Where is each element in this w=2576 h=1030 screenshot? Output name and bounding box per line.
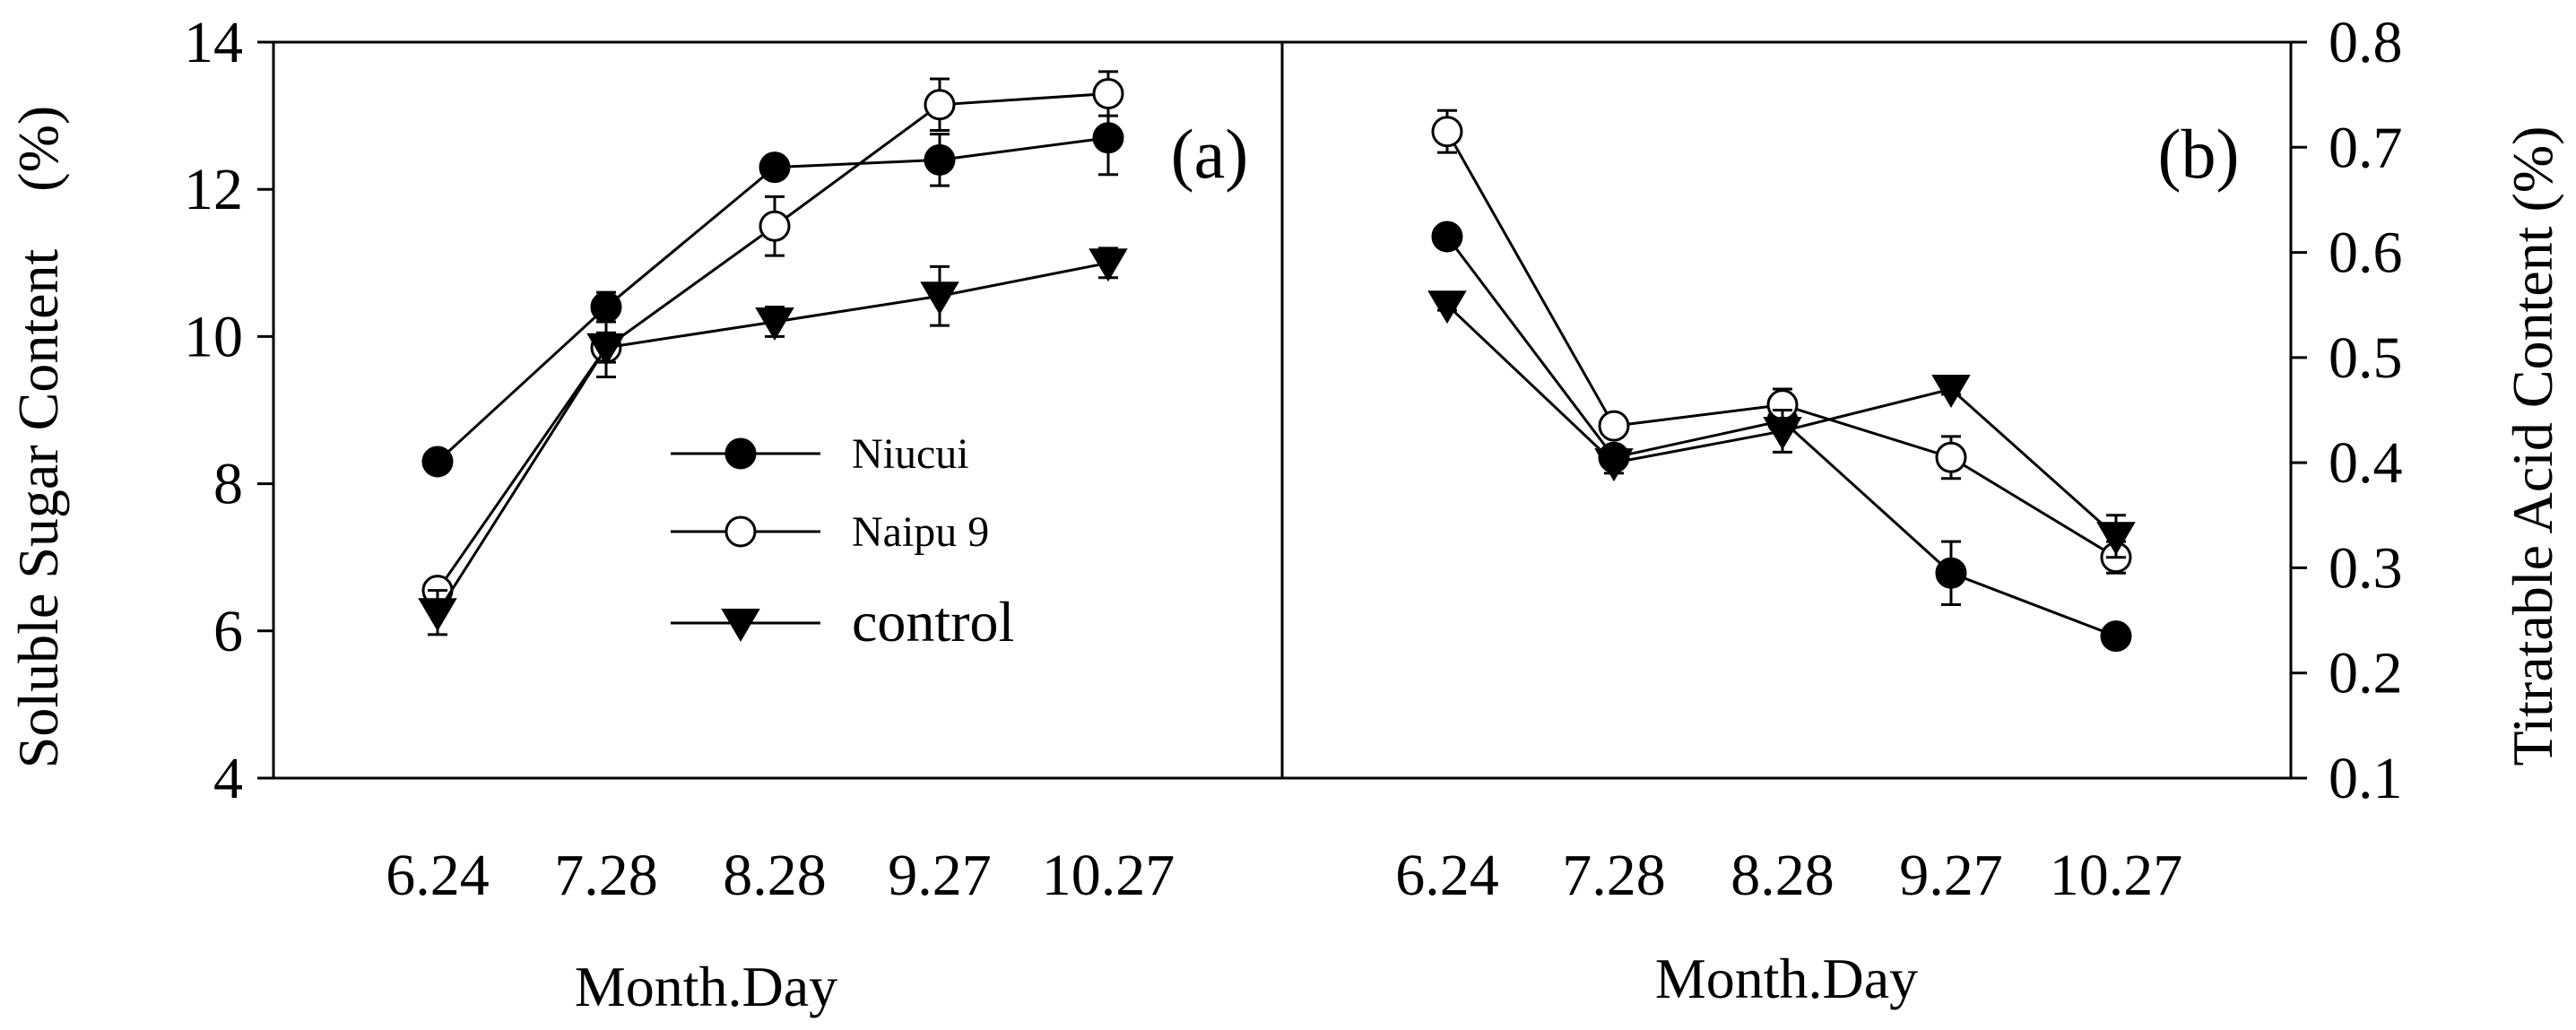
chart-panel-b: 0.1 0.2 0.3 0.4 0.5 0.6 0.7 0.8 6.24 7.28 8.28 9.27… (1395, 10, 2564, 1010)
data-point (920, 281, 959, 316)
data-point (1431, 116, 1463, 148)
y-tick-label: 0.5 (2329, 325, 2403, 391)
legend-label: control (852, 590, 1014, 653)
data-point (755, 307, 794, 341)
y-tick-label: 4 (213, 746, 243, 811)
data-point (759, 210, 791, 242)
x-tick-label: 7.28 (554, 843, 658, 908)
x-tick-label: 8.28 (1730, 843, 1834, 908)
x-tick-label: 9.27 (1899, 843, 2003, 908)
series-naipu-9 (421, 70, 1124, 607)
data-point (1763, 416, 1802, 450)
panel-label: (a) (1171, 115, 1249, 193)
legend-marker (724, 437, 757, 470)
y-axis-title: Titratable Acid Content (%) (2501, 126, 2564, 766)
x-tick-label: 6.24 (386, 843, 490, 908)
y-tick-label: 0.8 (2329, 10, 2403, 75)
series-niucui (421, 100, 1124, 478)
x-tick-label: 7.28 (1562, 843, 1666, 908)
series-naipu-9 (1431, 108, 2132, 575)
data-point (2100, 620, 2132, 653)
legend: Niucui Naipu 9 control (671, 430, 1014, 653)
legend-label: Niucui (852, 430, 969, 478)
data-point (924, 89, 956, 121)
data-point (1935, 441, 1967, 473)
data-point (2096, 522, 2136, 556)
series-line (1445, 130, 2117, 558)
x-tick-label: 6.24 (1395, 843, 1499, 908)
data-point (924, 143, 956, 176)
data-point (1427, 290, 1467, 325)
legend-label: Naipu 9 (852, 508, 989, 556)
series-line (436, 136, 1109, 463)
x-axis-title: Month.Day (1655, 947, 1918, 1010)
y-tick-label: 0.6 (2329, 221, 2403, 286)
data-point (421, 446, 454, 478)
data-point (1089, 248, 1128, 282)
y-tick-label: 6 (213, 599, 243, 664)
data-point (1092, 77, 1124, 109)
y-tick-label: 12 (184, 157, 243, 222)
chart-panel-a: 4 6 8 10 12 14 6.24 7.28 8.28 9.27 10.27 Month.Day S… (6, 10, 1248, 1018)
y-tick-label: 0.1 (2329, 746, 2403, 811)
y-tick-label: 8 (213, 452, 243, 517)
data-point (586, 333, 626, 367)
data-point (1431, 221, 1463, 253)
y-tick-label: 0.3 (2329, 535, 2403, 601)
data-point (1935, 557, 1967, 589)
data-point (759, 151, 791, 184)
x-tick-label: 9.27 (888, 843, 992, 908)
data-point (1931, 375, 1971, 409)
x-tick-label: 8.28 (723, 843, 827, 908)
data-point (1092, 122, 1124, 154)
series-control (418, 247, 1128, 636)
data-point (418, 598, 457, 632)
legend-marker (721, 609, 760, 642)
y-tick-label: 0.7 (2329, 115, 2403, 180)
panel-label: (b) (2158, 115, 2240, 193)
series-control (1427, 290, 2136, 559)
x-axis-title: Month.Day (575, 955, 837, 1018)
x-tick-label: 10.27 (2050, 843, 2183, 908)
x-tick-label: 10.27 (1042, 843, 1175, 908)
data-point (1594, 448, 1634, 482)
y-tick-label: 10 (184, 304, 243, 369)
legend-marker (724, 515, 757, 548)
y-tick-label: 0.2 (2329, 641, 2403, 706)
y-tick-label: 14 (184, 10, 243, 75)
y-tick-label: 0.4 (2329, 430, 2403, 496)
y-axis-title: Soluble Sugar Content (%) (6, 106, 70, 768)
data-point (1598, 410, 1630, 442)
